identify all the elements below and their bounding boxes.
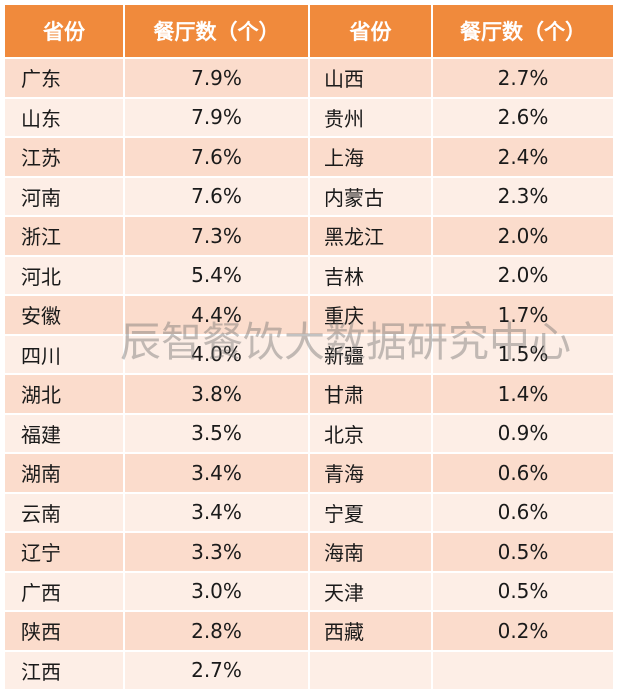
- table-row: 湖南 3.4% 青海 0.6%: [3, 452, 615, 494]
- share-cell: 3.8%: [123, 373, 310, 415]
- province-cell: [308, 649, 433, 691]
- share-cell: 7.9%: [123, 96, 310, 138]
- table-row: 广东 7.9% 山西 2.7%: [3, 57, 615, 99]
- province-cell: 河南: [3, 175, 125, 217]
- data-table-container: 省份 餐厅数（个） 省份 餐厅数（个） 广东 7.9% 山西 2.7% 山东 7.9% 贵州…: [3, 3, 615, 691]
- share-cell: 2.7%: [123, 649, 310, 691]
- province-cell: 四川: [3, 333, 125, 375]
- province-cell: 河北: [3, 254, 125, 296]
- share-cell: 7.9%: [123, 57, 310, 99]
- province-cell: 辽宁: [3, 531, 125, 573]
- header-province-left: 省份: [3, 3, 125, 59]
- table-row: 浙江 7.3% 黑龙江 2.0%: [3, 215, 615, 257]
- share-cell: 0.6%: [431, 452, 615, 494]
- province-cell: 陕西: [3, 610, 125, 652]
- province-cell: 浙江: [3, 215, 125, 257]
- share-cell: 0.6%: [431, 491, 615, 533]
- share-cell: 4.0%: [123, 333, 310, 375]
- table-body: 广东 7.9% 山西 2.7% 山东 7.9% 贵州 2.6% 江苏 7.6% 上海 2.4% 河南 7.…: [3, 57, 615, 691]
- province-cell: 甘肃: [308, 373, 433, 415]
- table-row: 江苏 7.6% 上海 2.4%: [3, 136, 615, 178]
- share-cell: 7.6%: [123, 136, 310, 178]
- province-cell: 天津: [308, 570, 433, 612]
- share-cell: [431, 649, 615, 691]
- province-cell: 内蒙古: [308, 175, 433, 217]
- province-cell: 青海: [308, 452, 433, 494]
- province-cell: 上海: [308, 136, 433, 178]
- province-cell: 新疆: [308, 333, 433, 375]
- table-row: 河南 7.6% 内蒙古 2.3%: [3, 175, 615, 217]
- share-cell: 2.7%: [431, 57, 615, 99]
- table-row: 云南 3.4% 宁夏 0.6%: [3, 491, 615, 533]
- share-cell: 5.4%: [123, 254, 310, 296]
- share-cell: 2.0%: [431, 254, 615, 296]
- province-cell: 广东: [3, 57, 125, 99]
- province-cell: 湖南: [3, 452, 125, 494]
- share-cell: 1.5%: [431, 333, 615, 375]
- province-cell: 吉林: [308, 254, 433, 296]
- share-cell: 2.3%: [431, 175, 615, 217]
- province-cell: 山东: [3, 96, 125, 138]
- share-cell: 4.4%: [123, 294, 310, 336]
- share-cell: 3.4%: [123, 491, 310, 533]
- share-cell: 2.0%: [431, 215, 615, 257]
- table-row: 湖北 3.8% 甘肃 1.4%: [3, 373, 615, 415]
- province-cell: 安徽: [3, 294, 125, 336]
- share-cell: 0.2%: [431, 610, 615, 652]
- province-cell: 海南: [308, 531, 433, 573]
- table-row: 江西 2.7%: [3, 649, 615, 691]
- province-cell: 福建: [3, 412, 125, 454]
- header-count-left: 餐厅数（个）: [123, 3, 310, 59]
- province-cell: 江西: [3, 649, 125, 691]
- share-cell: 7.6%: [123, 175, 310, 217]
- province-cell: 山西: [308, 57, 433, 99]
- table-row: 辽宁 3.3% 海南 0.5%: [3, 531, 615, 573]
- province-cell: 北京: [308, 412, 433, 454]
- header-count-right: 餐厅数（个）: [431, 3, 615, 59]
- share-cell: 7.3%: [123, 215, 310, 257]
- province-cell: 宁夏: [308, 491, 433, 533]
- share-cell: 0.9%: [431, 412, 615, 454]
- share-cell: 3.5%: [123, 412, 310, 454]
- province-cell: 西藏: [308, 610, 433, 652]
- province-restaurant-table: 省份 餐厅数（个） 省份 餐厅数（个） 广东 7.9% 山西 2.7% 山东 7.9% 贵州…: [3, 3, 615, 691]
- province-cell: 黑龙江: [308, 215, 433, 257]
- table-row: 福建 3.5% 北京 0.9%: [3, 412, 615, 454]
- share-cell: 2.6%: [431, 96, 615, 138]
- share-cell: 3.0%: [123, 570, 310, 612]
- share-cell: 0.5%: [431, 531, 615, 573]
- table-row: 广西 3.0% 天津 0.5%: [3, 570, 615, 612]
- share-cell: 1.7%: [431, 294, 615, 336]
- province-cell: 江苏: [3, 136, 125, 178]
- table-row: 安徽 4.4% 重庆 1.7%: [3, 294, 615, 336]
- province-cell: 重庆: [308, 294, 433, 336]
- province-cell: 贵州: [308, 96, 433, 138]
- share-cell: 2.8%: [123, 610, 310, 652]
- table-row: 河北 5.4% 吉林 2.0%: [3, 254, 615, 296]
- province-cell: 广西: [3, 570, 125, 612]
- share-cell: 1.4%: [431, 373, 615, 415]
- table-header-row: 省份 餐厅数（个） 省份 餐厅数（个）: [3, 3, 615, 59]
- table-row: 山东 7.9% 贵州 2.6%: [3, 96, 615, 138]
- table-row: 陕西 2.8% 西藏 0.2%: [3, 610, 615, 652]
- share-cell: 2.4%: [431, 136, 615, 178]
- share-cell: 3.3%: [123, 531, 310, 573]
- share-cell: 0.5%: [431, 570, 615, 612]
- province-cell: 云南: [3, 491, 125, 533]
- share-cell: 3.4%: [123, 452, 310, 494]
- header-province-right: 省份: [308, 3, 433, 59]
- province-cell: 湖北: [3, 373, 125, 415]
- table-row: 四川 4.0% 新疆 1.5%: [3, 333, 615, 375]
